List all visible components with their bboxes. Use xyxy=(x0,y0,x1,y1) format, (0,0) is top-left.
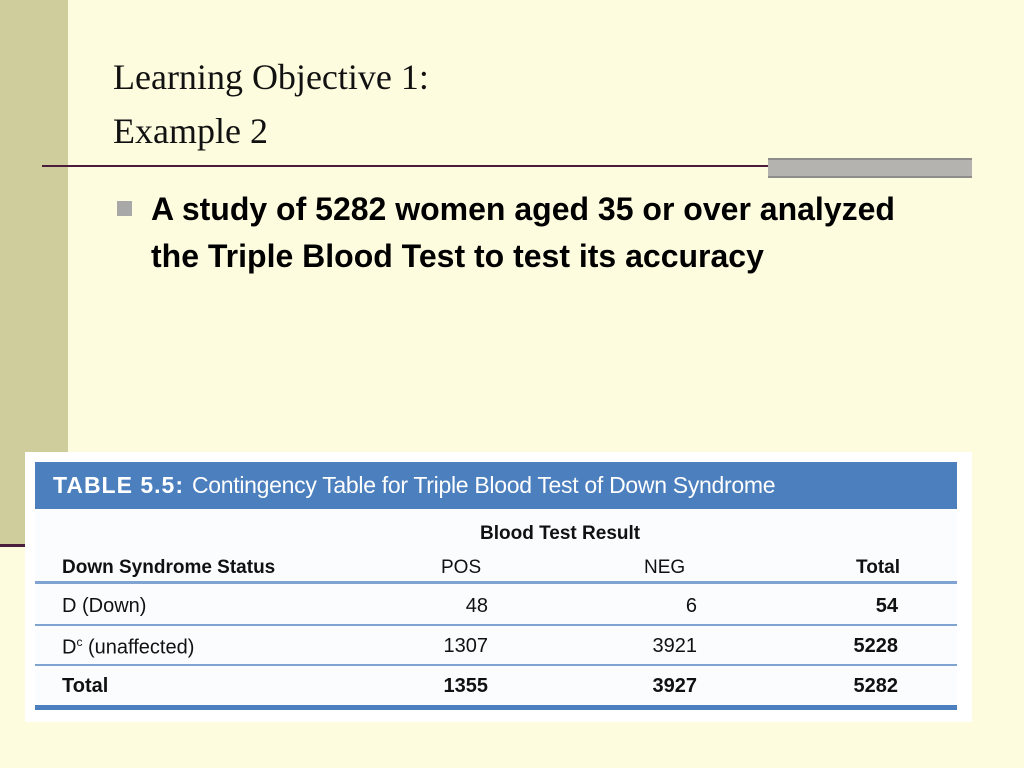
title-line: Example 2 xyxy=(113,111,268,151)
caption-label: TABLE 5.5: xyxy=(53,472,184,498)
row-label: Dc (unaffected) xyxy=(62,635,194,660)
column-header: Total xyxy=(856,557,900,578)
bullet-mark xyxy=(117,201,132,216)
cell: 6 xyxy=(685,595,697,617)
bullet-text: A study of 5282 women aged 35 or over an… xyxy=(151,191,895,274)
cell: 3927 xyxy=(652,675,698,697)
cell: 5228 xyxy=(853,635,899,657)
column-header: POS xyxy=(441,557,482,578)
column-header: NEG xyxy=(644,557,686,578)
caption-text: Contingency Table for Triple Blood Test … xyxy=(191,472,776,498)
cell: 1307 xyxy=(443,635,489,657)
title-line: Learning Objective 1: xyxy=(113,57,429,97)
table: Blood Test Result Down Syndrome Status P… xyxy=(35,509,957,710)
column-header: Down Syndrome Status xyxy=(62,557,276,578)
row-label-sup: c xyxy=(76,635,83,649)
cell: 54 xyxy=(875,595,898,617)
cell: 3921 xyxy=(652,635,698,657)
row-rule xyxy=(35,624,957,626)
row-label-base: D xyxy=(62,636,77,659)
header-rule xyxy=(35,581,957,584)
cell: 5282 xyxy=(853,675,899,697)
row-rule xyxy=(35,664,957,666)
title-rule xyxy=(42,165,972,167)
row-label-rest: (unaffected) xyxy=(88,636,195,659)
cell: 1355 xyxy=(443,675,489,697)
row-label: Total xyxy=(62,675,109,697)
decor-block xyxy=(768,158,972,178)
cell: 48 xyxy=(465,595,488,617)
title: Learning Objective 1: Example 2 xyxy=(113,50,429,158)
table-caption: TABLE 5.5: Contingency Table for Triple B… xyxy=(35,462,957,509)
group-header: Blood Test Result xyxy=(480,523,641,544)
table-bottom-rule xyxy=(35,705,957,710)
row-label: D (Down) xyxy=(62,595,147,617)
